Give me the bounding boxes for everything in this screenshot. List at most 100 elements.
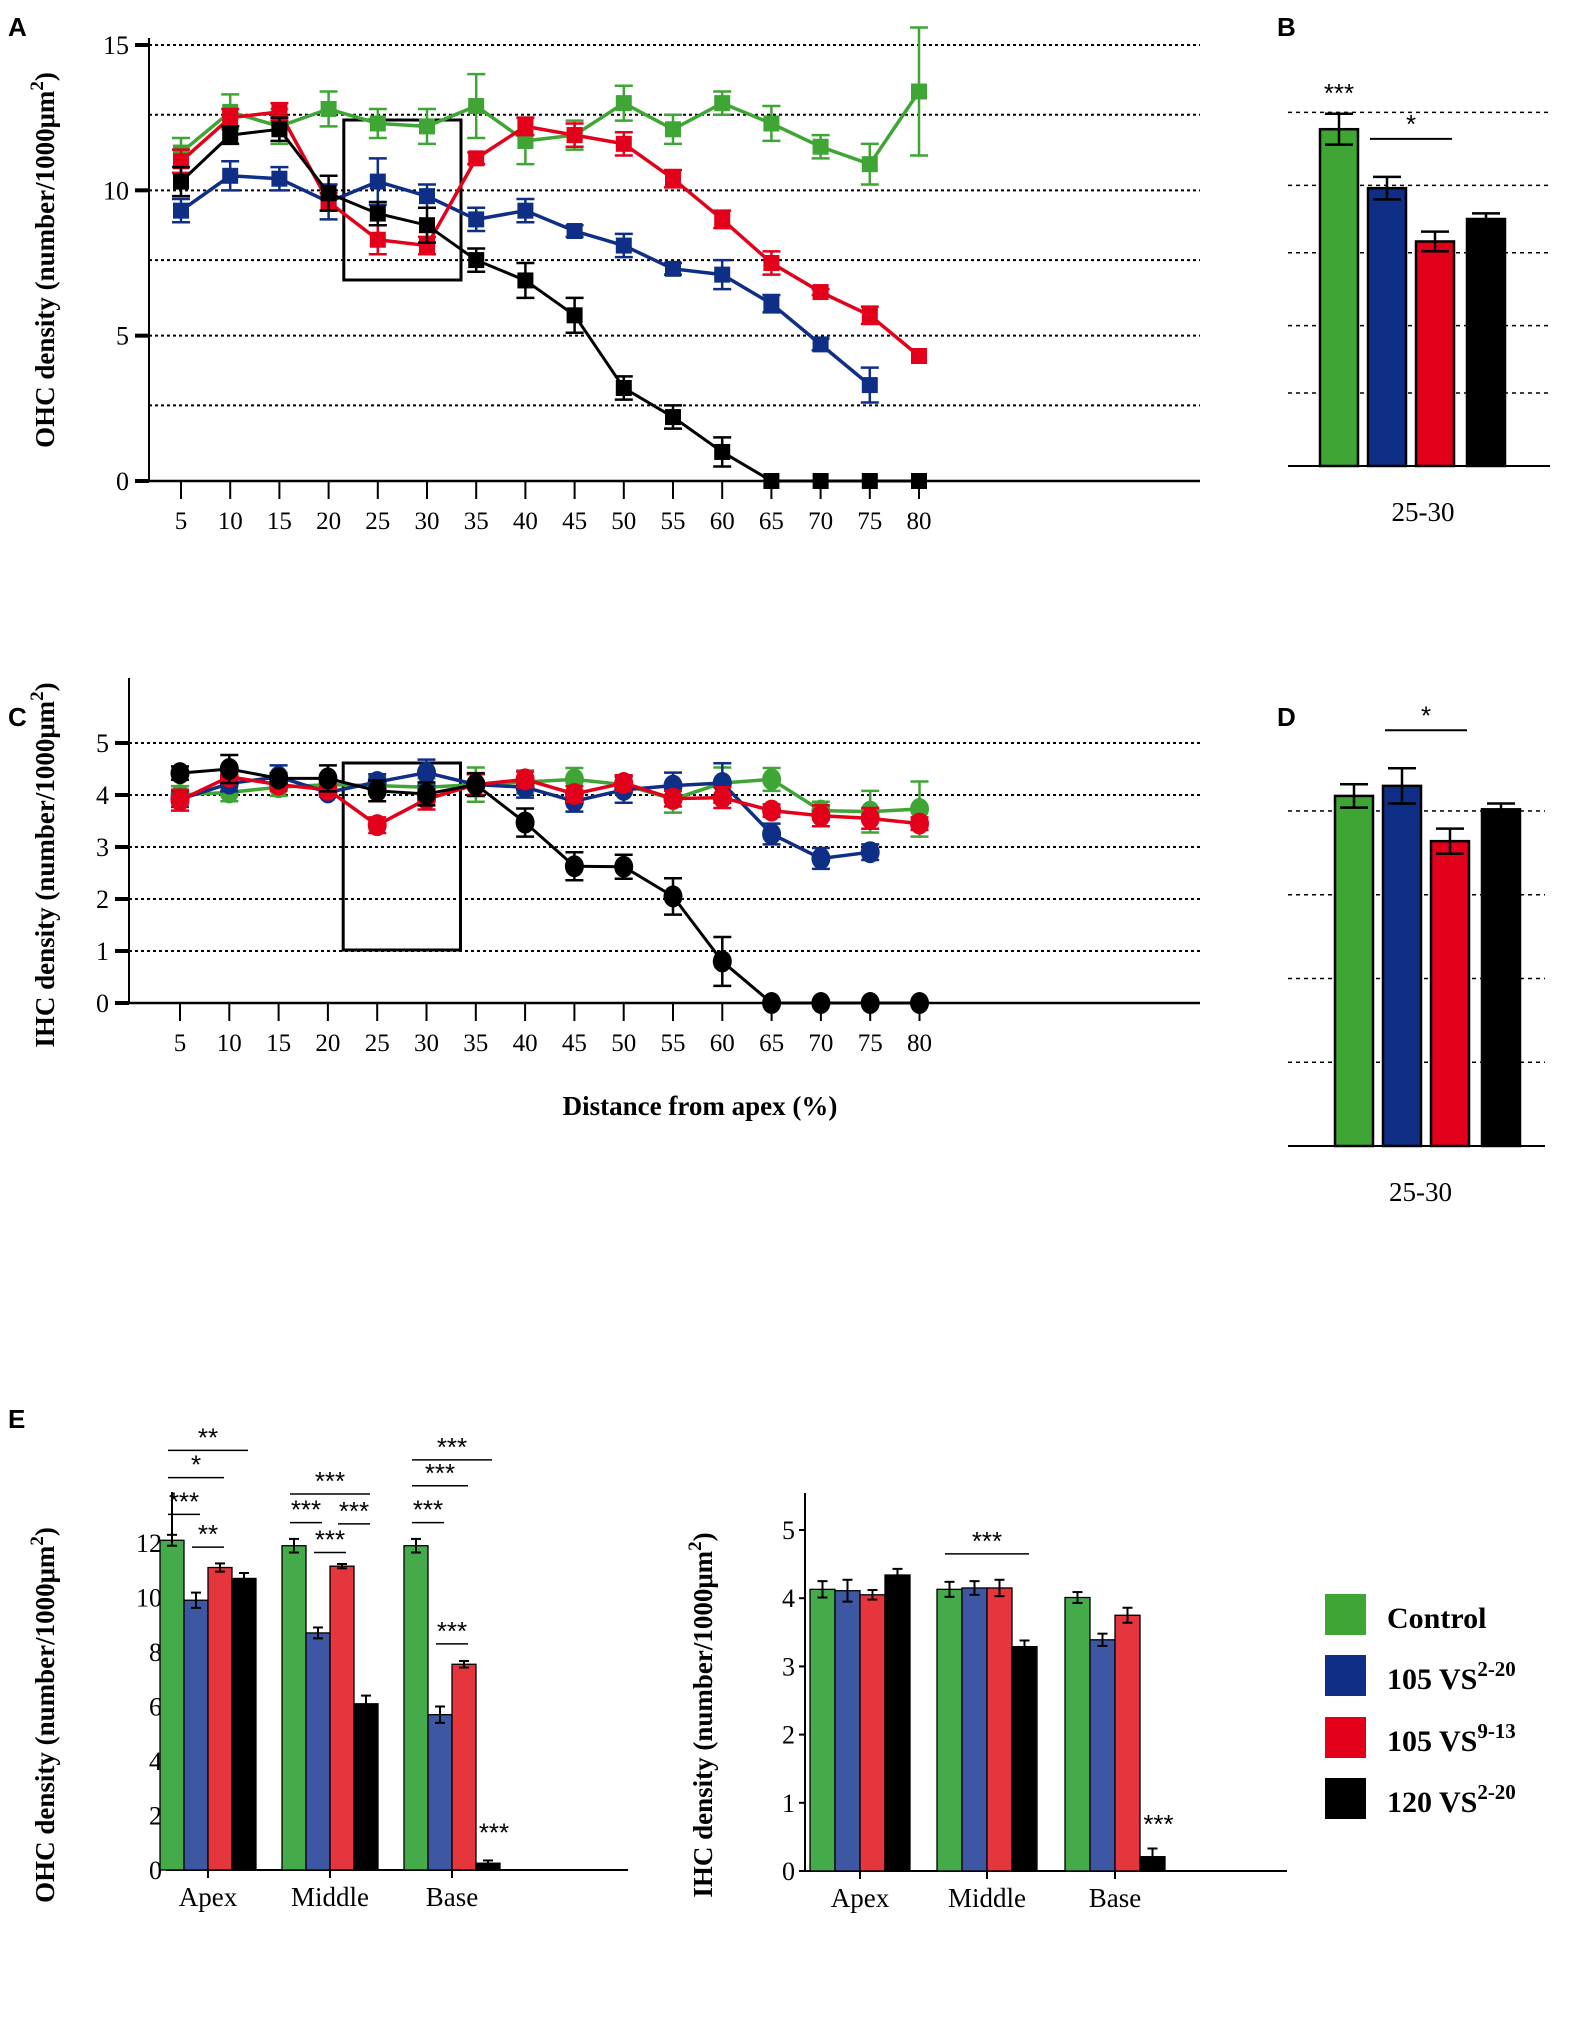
category-label-base: Base xyxy=(1089,1883,1142,1913)
category-label-base: Base xyxy=(426,1882,479,1912)
x-tick-label: 10 xyxy=(218,508,243,535)
bar-red_bar_E-apex xyxy=(207,1566,233,1871)
bar-blue_bar_E-middle xyxy=(961,1587,988,1872)
data-point xyxy=(564,855,584,878)
panel-a-ohc-line-chart: 0 5 10 15 5 10 15 20 25 30 35 40 45 50 55 60 65 70 75 80 OHC… xyxy=(27,26,1200,535)
y-tick-label: 0 xyxy=(149,1856,162,1885)
data-point xyxy=(665,260,681,277)
series-vs120_2_20 xyxy=(172,116,927,489)
data-point xyxy=(811,847,831,870)
legend-label-control: Control xyxy=(1387,1602,1486,1635)
data-point xyxy=(911,348,927,365)
series-line-vs105_9_13 xyxy=(179,109,921,358)
x-tick-label: 80 xyxy=(907,508,932,535)
x-tick-label: 75 xyxy=(858,1030,883,1057)
significance-label: *** xyxy=(425,1458,455,1488)
significance-label: * xyxy=(1421,700,1431,730)
category-label: 25-30 xyxy=(1389,1177,1452,1207)
x-tick-label: 35 xyxy=(464,508,489,535)
data-point xyxy=(811,992,831,1014)
data-point xyxy=(911,83,927,100)
data-point xyxy=(320,185,337,202)
bar-control xyxy=(1318,127,1360,468)
data-point xyxy=(468,150,485,167)
panel-letter-b: B xyxy=(1277,12,1296,42)
bar-control_bar_E-base xyxy=(1064,1596,1091,1872)
data-point xyxy=(367,779,387,802)
data-point xyxy=(712,950,732,973)
bar-control_bar_E-apex xyxy=(809,1588,836,1872)
y-tick-label: 1 xyxy=(782,1789,795,1818)
significance-label: *** xyxy=(1324,78,1354,108)
series-vs105_9_13 xyxy=(172,101,927,365)
significance-label: *** xyxy=(972,1526,1002,1556)
data-point xyxy=(861,473,878,489)
bar-red_bar_E-middle xyxy=(329,1565,355,1871)
data-point xyxy=(861,377,878,394)
panel-d-ihc-bar-chart: 25-30 * xyxy=(1288,700,1545,1207)
significance-label: *** xyxy=(437,1616,467,1646)
x-tick-label: 50 xyxy=(611,508,636,535)
y-tick-label: 5 xyxy=(782,1516,795,1545)
x-tick-label: 25 xyxy=(365,508,390,535)
x-tick-label: 35 xyxy=(463,1030,488,1057)
x-tick-label: 65 xyxy=(759,1030,784,1057)
bar-vs120_2_20-apex xyxy=(231,1577,257,1871)
panel-letter-d: D xyxy=(1277,702,1296,732)
bar-vs120_2_20-middle xyxy=(353,1703,379,1871)
data-point xyxy=(712,786,732,809)
x-tick-label: 45 xyxy=(562,508,587,535)
x-tick-label: 50 xyxy=(611,1030,636,1057)
y-tick-label: 1 xyxy=(96,937,109,966)
data-point xyxy=(269,767,289,790)
data-point xyxy=(173,202,189,219)
bar-control xyxy=(1333,794,1375,1148)
highlight-box-25-30 xyxy=(341,761,463,952)
data-point xyxy=(468,98,485,115)
data-point xyxy=(517,132,534,149)
y-tick-label: 2 xyxy=(782,1721,795,1750)
highlight-box-25-30 xyxy=(342,118,463,282)
x-tick-label: 5 xyxy=(175,508,188,535)
y-tick-label: 0 xyxy=(116,467,129,496)
data-point xyxy=(663,787,683,810)
x-tick-label: 60 xyxy=(710,1030,735,1057)
bar-red_bar_E-base xyxy=(451,1663,477,1871)
x-tick-label: 5 xyxy=(174,1030,187,1057)
data-point xyxy=(170,789,190,812)
x-tick-label: 40 xyxy=(513,508,538,535)
data-point xyxy=(417,782,436,805)
data-point xyxy=(271,121,288,138)
y-axis-label: IHC density (number/1000μm2) xyxy=(27,682,60,1047)
x-tick-label: 40 xyxy=(513,1030,538,1057)
x-tick-label: 30 xyxy=(415,508,440,535)
data-point xyxy=(466,773,486,796)
legend-label-105-vs-2-20: 105 VS2-20 xyxy=(1387,1657,1516,1696)
data-point xyxy=(860,992,880,1014)
bar-blue_bar_E-base xyxy=(1089,1639,1116,1872)
y-tick-label: 15 xyxy=(103,31,129,60)
data-point xyxy=(763,255,780,271)
significance-label: *** xyxy=(169,1486,199,1516)
category-label-apex: Apex xyxy=(179,1882,238,1912)
y-tick-label: 5 xyxy=(96,729,109,758)
x-tick-label: 55 xyxy=(661,1030,686,1057)
data-point xyxy=(812,473,829,489)
data-point xyxy=(419,188,435,205)
x-tick-label: 45 xyxy=(562,1030,587,1057)
data-point xyxy=(762,768,782,791)
data-point xyxy=(320,100,337,117)
data-point xyxy=(714,211,731,228)
x-tick-label: 65 xyxy=(759,508,784,535)
data-point xyxy=(369,115,386,132)
legend-swatch-control xyxy=(1325,1594,1366,1635)
data-point xyxy=(515,768,535,791)
bar-vs105_2_20 xyxy=(1366,186,1408,468)
data-point xyxy=(762,992,782,1014)
y-tick-label: 2 xyxy=(149,1802,162,1831)
data-point xyxy=(811,804,831,827)
data-point xyxy=(615,135,632,152)
x-tick-label: 30 xyxy=(414,1030,439,1057)
legend-swatch-120-vs-2-20 xyxy=(1325,1778,1366,1819)
panel-e-ihc-region-bar-chart: 0 1 2 3 4 5 Apex Middle Base *** *** IHC density (n… xyxy=(685,1493,1287,1913)
